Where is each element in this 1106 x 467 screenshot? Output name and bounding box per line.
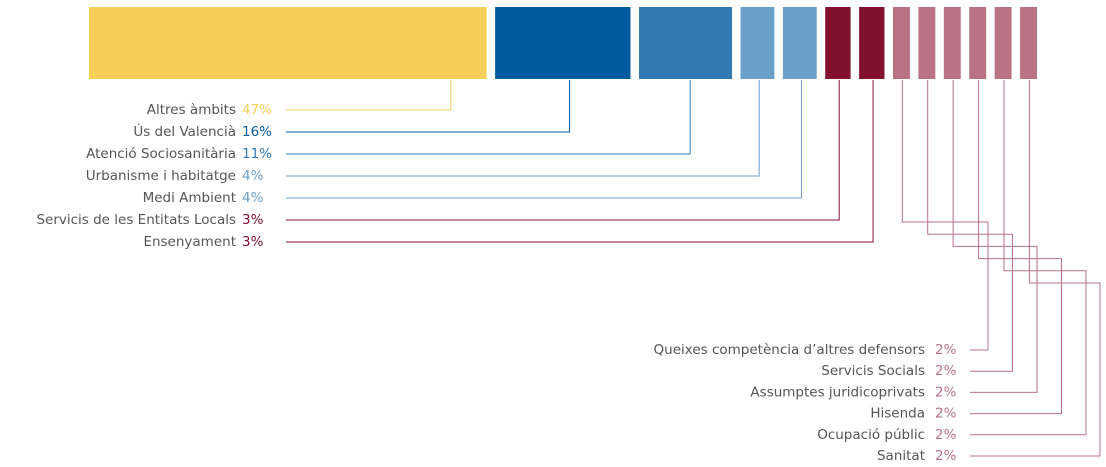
leader-line xyxy=(901,80,989,351)
category-label: Atenció Sociosanitària xyxy=(86,146,236,162)
value-label: 3% xyxy=(242,234,264,250)
leader-line xyxy=(927,80,1013,372)
leader-line xyxy=(286,80,691,155)
bar-segment xyxy=(638,7,733,79)
bar-segment xyxy=(782,7,817,79)
leader-line xyxy=(286,80,802,199)
bar-segment xyxy=(918,7,936,79)
bar-segment xyxy=(495,7,631,79)
category-label: Hisenda xyxy=(870,406,925,422)
bar-segment xyxy=(825,7,851,79)
category-label: Queixes competència d’altres defensors xyxy=(654,342,925,358)
bar-segment xyxy=(89,7,487,79)
category-label: Medi Ambient xyxy=(143,190,236,206)
bar-segment xyxy=(740,7,775,79)
category-label: Urbanisme i habitatge xyxy=(86,168,236,184)
category-label: Sanitat xyxy=(877,448,925,464)
value-label: 2% xyxy=(935,384,957,400)
value-label: 2% xyxy=(935,427,957,443)
category-label: Assumptes juridicoprivats xyxy=(750,384,925,400)
leader-line xyxy=(286,80,452,111)
value-label: 16% xyxy=(242,124,272,140)
value-label: 11% xyxy=(242,146,272,162)
value-label: 2% xyxy=(935,363,957,379)
category-label: Altres àmbits xyxy=(147,102,236,118)
bar-segment xyxy=(969,7,987,79)
category-label: Servicis de les Entitats Locals xyxy=(36,212,236,228)
leader-line xyxy=(286,80,571,133)
category-label: Ocupació públic xyxy=(817,427,925,443)
value-label: 47% xyxy=(242,102,272,118)
value-label: 4% xyxy=(242,168,264,184)
bar-segment xyxy=(892,7,910,79)
value-label: 2% xyxy=(935,406,957,422)
leader-line xyxy=(286,80,874,243)
category-label: Ensenyament xyxy=(143,234,236,250)
category-label: Servicis Socials xyxy=(821,363,925,379)
leader-line xyxy=(286,80,760,177)
bar-segment xyxy=(994,7,1012,79)
value-label: 4% xyxy=(242,190,264,206)
value-label: 2% xyxy=(935,342,957,358)
bar-segment xyxy=(943,7,961,79)
bar-segment xyxy=(1020,7,1037,79)
value-label: 3% xyxy=(242,212,264,228)
value-label: 2% xyxy=(935,448,957,464)
category-label: Ús del Valencià xyxy=(133,122,236,140)
leader-line xyxy=(286,80,840,221)
leader-line xyxy=(970,80,1062,415)
leader-line xyxy=(952,80,1038,393)
leader-line xyxy=(970,80,1087,436)
bar-segment xyxy=(859,7,885,79)
leader-line xyxy=(970,80,1101,457)
